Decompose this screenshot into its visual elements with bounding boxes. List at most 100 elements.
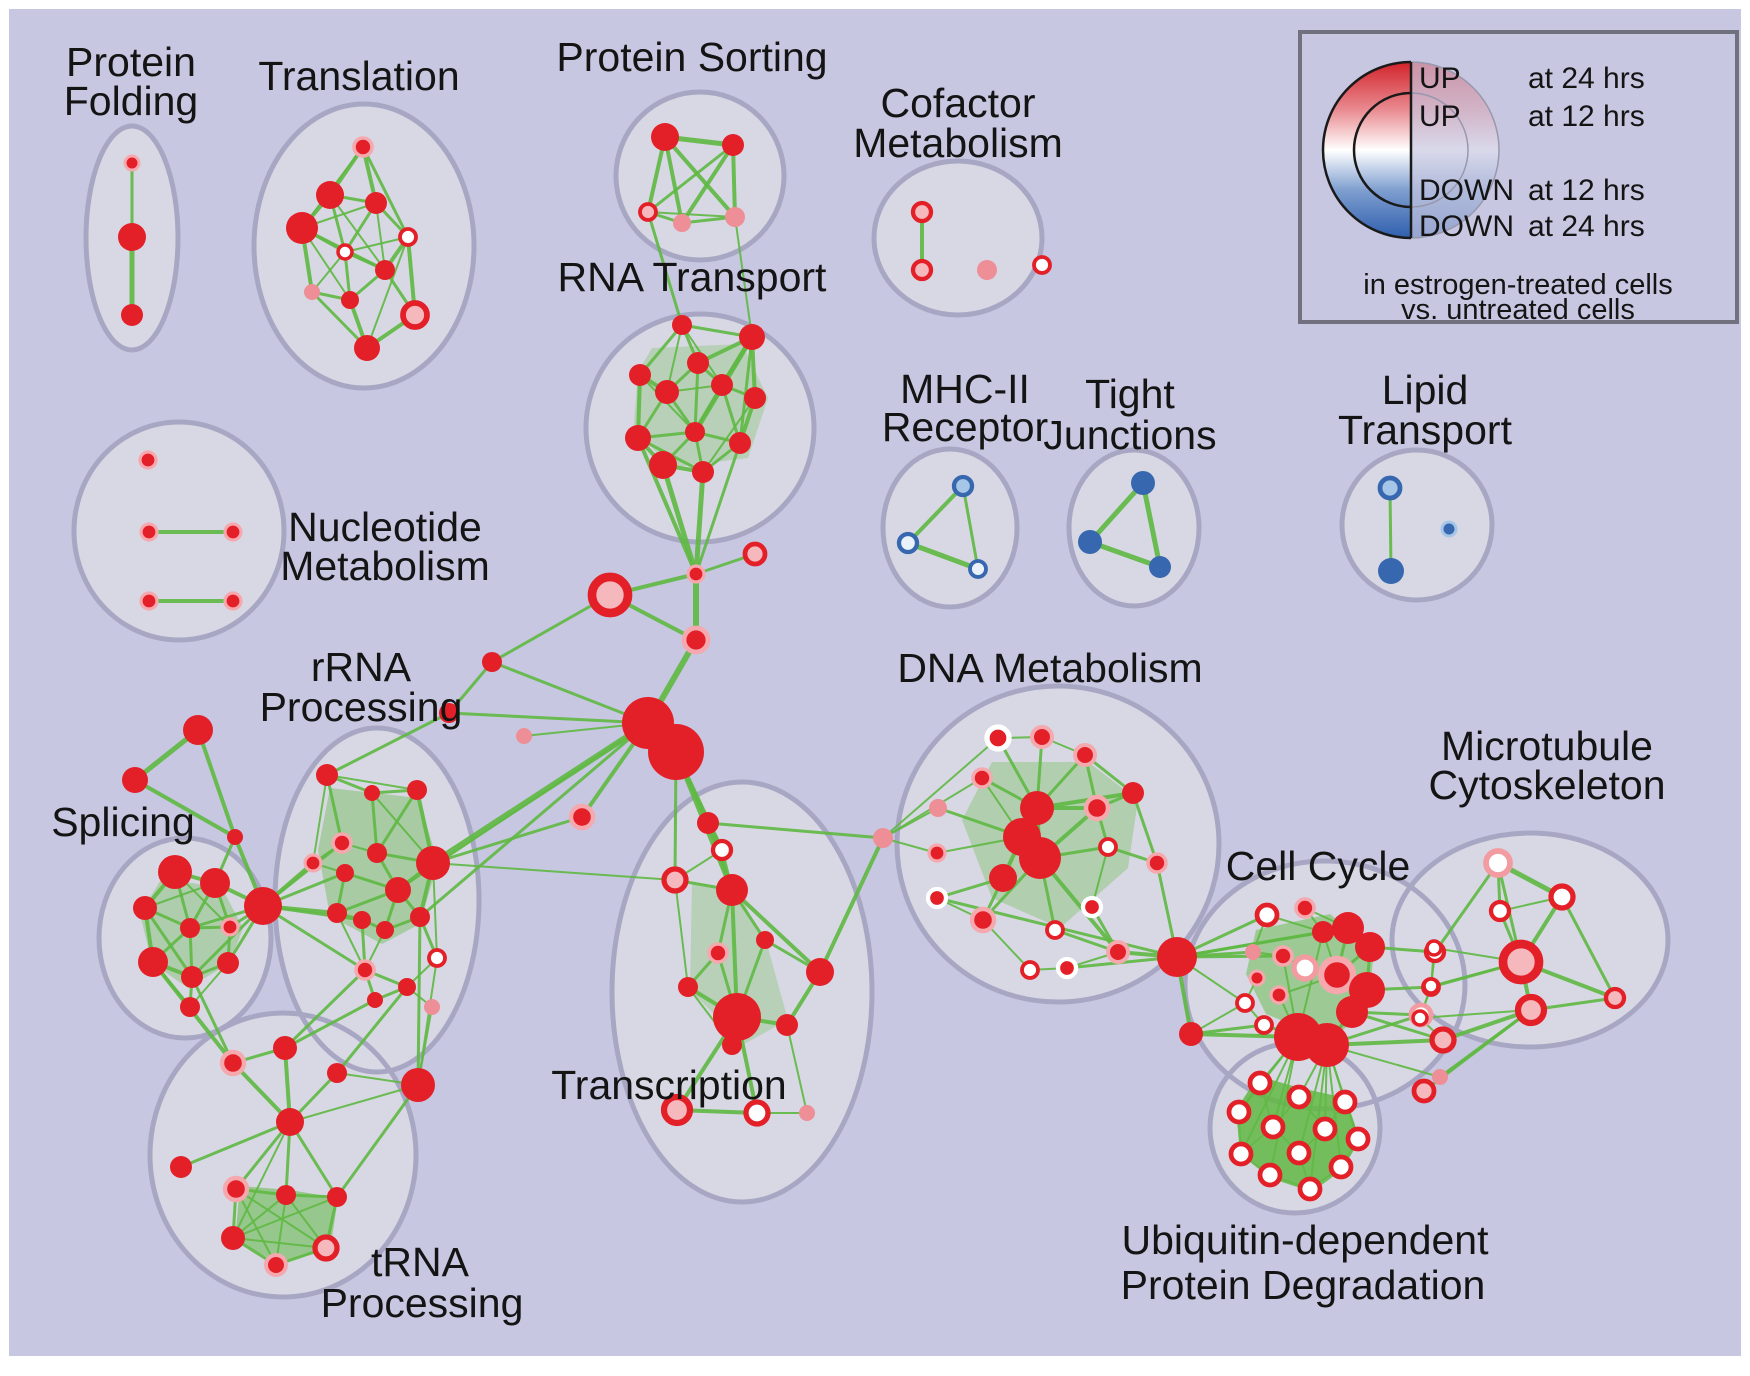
edge-bundle-hull: [318, 788, 438, 944]
network-edge: [344, 236, 409, 253]
network-node-r: [367, 843, 387, 863]
network-nodes: [118, 123, 1627, 1277]
module-label-splicing: Splicing: [51, 799, 195, 845]
network-node-r: [649, 451, 677, 479]
network-edge: [196, 728, 237, 839]
legend-state-label: UP: [1419, 100, 1461, 133]
network-node-rw: [743, 1099, 771, 1127]
legend-outer-ring-right: [1410, 61, 1500, 239]
module-outline-trna-processing: [147, 1010, 419, 1300]
network-node-rp: [927, 843, 947, 863]
module-label-protein-folding: Folding: [64, 78, 198, 124]
network-edge: [366, 236, 409, 349]
network-node-rw: [427, 948, 447, 968]
legend-footnote: vs. untreated cells: [1401, 294, 1635, 326]
network-node-pr: [638, 202, 658, 222]
network-node-r: [200, 868, 230, 898]
network-node-rp: [219, 1049, 247, 1077]
network-node-pr: [400, 300, 430, 330]
network-node-p: [1432, 1069, 1448, 1085]
module-label-mhc-ii-receptor: MHC-II: [900, 366, 1030, 412]
module-outline-cofactor-metabolism: [871, 158, 1045, 318]
network-node-r: [398, 978, 416, 996]
network-node-rw: [1020, 960, 1040, 980]
module-label-tight-junctions: Junctions: [1043, 412, 1216, 458]
network-node-bw: [968, 559, 988, 579]
legend-time-label: at 12 hrs: [1528, 100, 1645, 133]
network-node-rp: [969, 906, 997, 934]
network-edge: [663, 135, 737, 219]
network-node-rp: [223, 522, 243, 542]
network-node-rp: [681, 625, 711, 655]
network-node-r: [336, 864, 354, 882]
network-node-rp: [1083, 794, 1111, 822]
network-node-rp: [264, 1253, 288, 1277]
network-node-rw: [398, 227, 418, 247]
module-ellipse-rrna-processing: [275, 728, 479, 1072]
network-node-rp: [686, 564, 706, 584]
network-edge: [235, 1188, 277, 1266]
network-node-r: [410, 907, 430, 927]
network-node-br: [1377, 475, 1403, 501]
network-node-r: [716, 874, 748, 906]
network-node-r: [276, 1185, 296, 1205]
network-node-pr: [1603, 986, 1627, 1010]
network-edge: [431, 815, 584, 865]
network-node-pr: [660, 1093, 694, 1127]
legend-state-label: UP: [1419, 62, 1461, 95]
module-label-nucleotide-metabolism: Metabolism: [280, 543, 490, 589]
network-node-p: [304, 284, 320, 300]
network-node-p: [929, 799, 947, 817]
network-edge: [1087, 539, 1163, 570]
network-node-r: [122, 767, 148, 793]
network-edge: [738, 335, 754, 445]
network-node-r: [1019, 837, 1061, 879]
network-node-wr: [1055, 956, 1079, 980]
network-node-pw: [1483, 848, 1513, 878]
network-node-rw: [1332, 1089, 1358, 1115]
network-node-p: [799, 1105, 815, 1121]
network-edge: [490, 593, 612, 664]
network-node-p: [725, 207, 745, 227]
network-node-rw: [1228, 1141, 1254, 1167]
network-node-b: [1149, 556, 1171, 578]
module-outline-protein-sorting: [613, 89, 787, 263]
network-node-r: [1332, 912, 1364, 944]
module-label-rrna-processing: Processing: [260, 684, 463, 730]
network-node-r: [327, 1063, 347, 1083]
network-node-r: [221, 1226, 245, 1250]
module-outline-splicing: [96, 835, 274, 1041]
network-edge: [647, 211, 736, 218]
network-node-r: [1157, 937, 1197, 977]
module-outline-lipid-transport: [1339, 447, 1495, 603]
module-label-trna-processing: Processing: [321, 1280, 524, 1326]
network-node-rp: [139, 591, 159, 611]
network-node-r: [183, 715, 213, 745]
network-node-r: [181, 966, 203, 988]
module-outline-nucleotide-metabolism: [71, 419, 287, 643]
network-node-bw: [896, 531, 920, 555]
network-node-pr: [742, 541, 768, 567]
network-node-p: [424, 999, 440, 1015]
network-node-r: [1305, 1023, 1349, 1067]
network-node-rw: [1235, 993, 1255, 1013]
network-edge: [1087, 480, 1146, 545]
network-node-pr: [1411, 1078, 1437, 1104]
network-node-pr: [910, 258, 934, 282]
network-node-p: [873, 828, 893, 848]
module-label-microtubule-cytoskeleton: Microtubule: [1441, 723, 1653, 769]
network-edge: [693, 469, 706, 577]
network-node-rp: [1146, 852, 1168, 874]
network-node-rp: [568, 803, 596, 831]
network-node-rp: [1272, 945, 1294, 967]
network-node-r: [170, 1156, 192, 1178]
network-node-r: [685, 422, 705, 442]
legend-state-label: DOWN: [1419, 174, 1514, 207]
network-node-rp: [1269, 985, 1289, 1005]
network-node-r: [407, 780, 427, 800]
module-label-ubiquitin-degradation: Protein Degradation: [1121, 1262, 1486, 1308]
network-edge: [646, 210, 684, 327]
network-edge: [190, 975, 235, 1065]
network-node-rw: [710, 838, 734, 862]
